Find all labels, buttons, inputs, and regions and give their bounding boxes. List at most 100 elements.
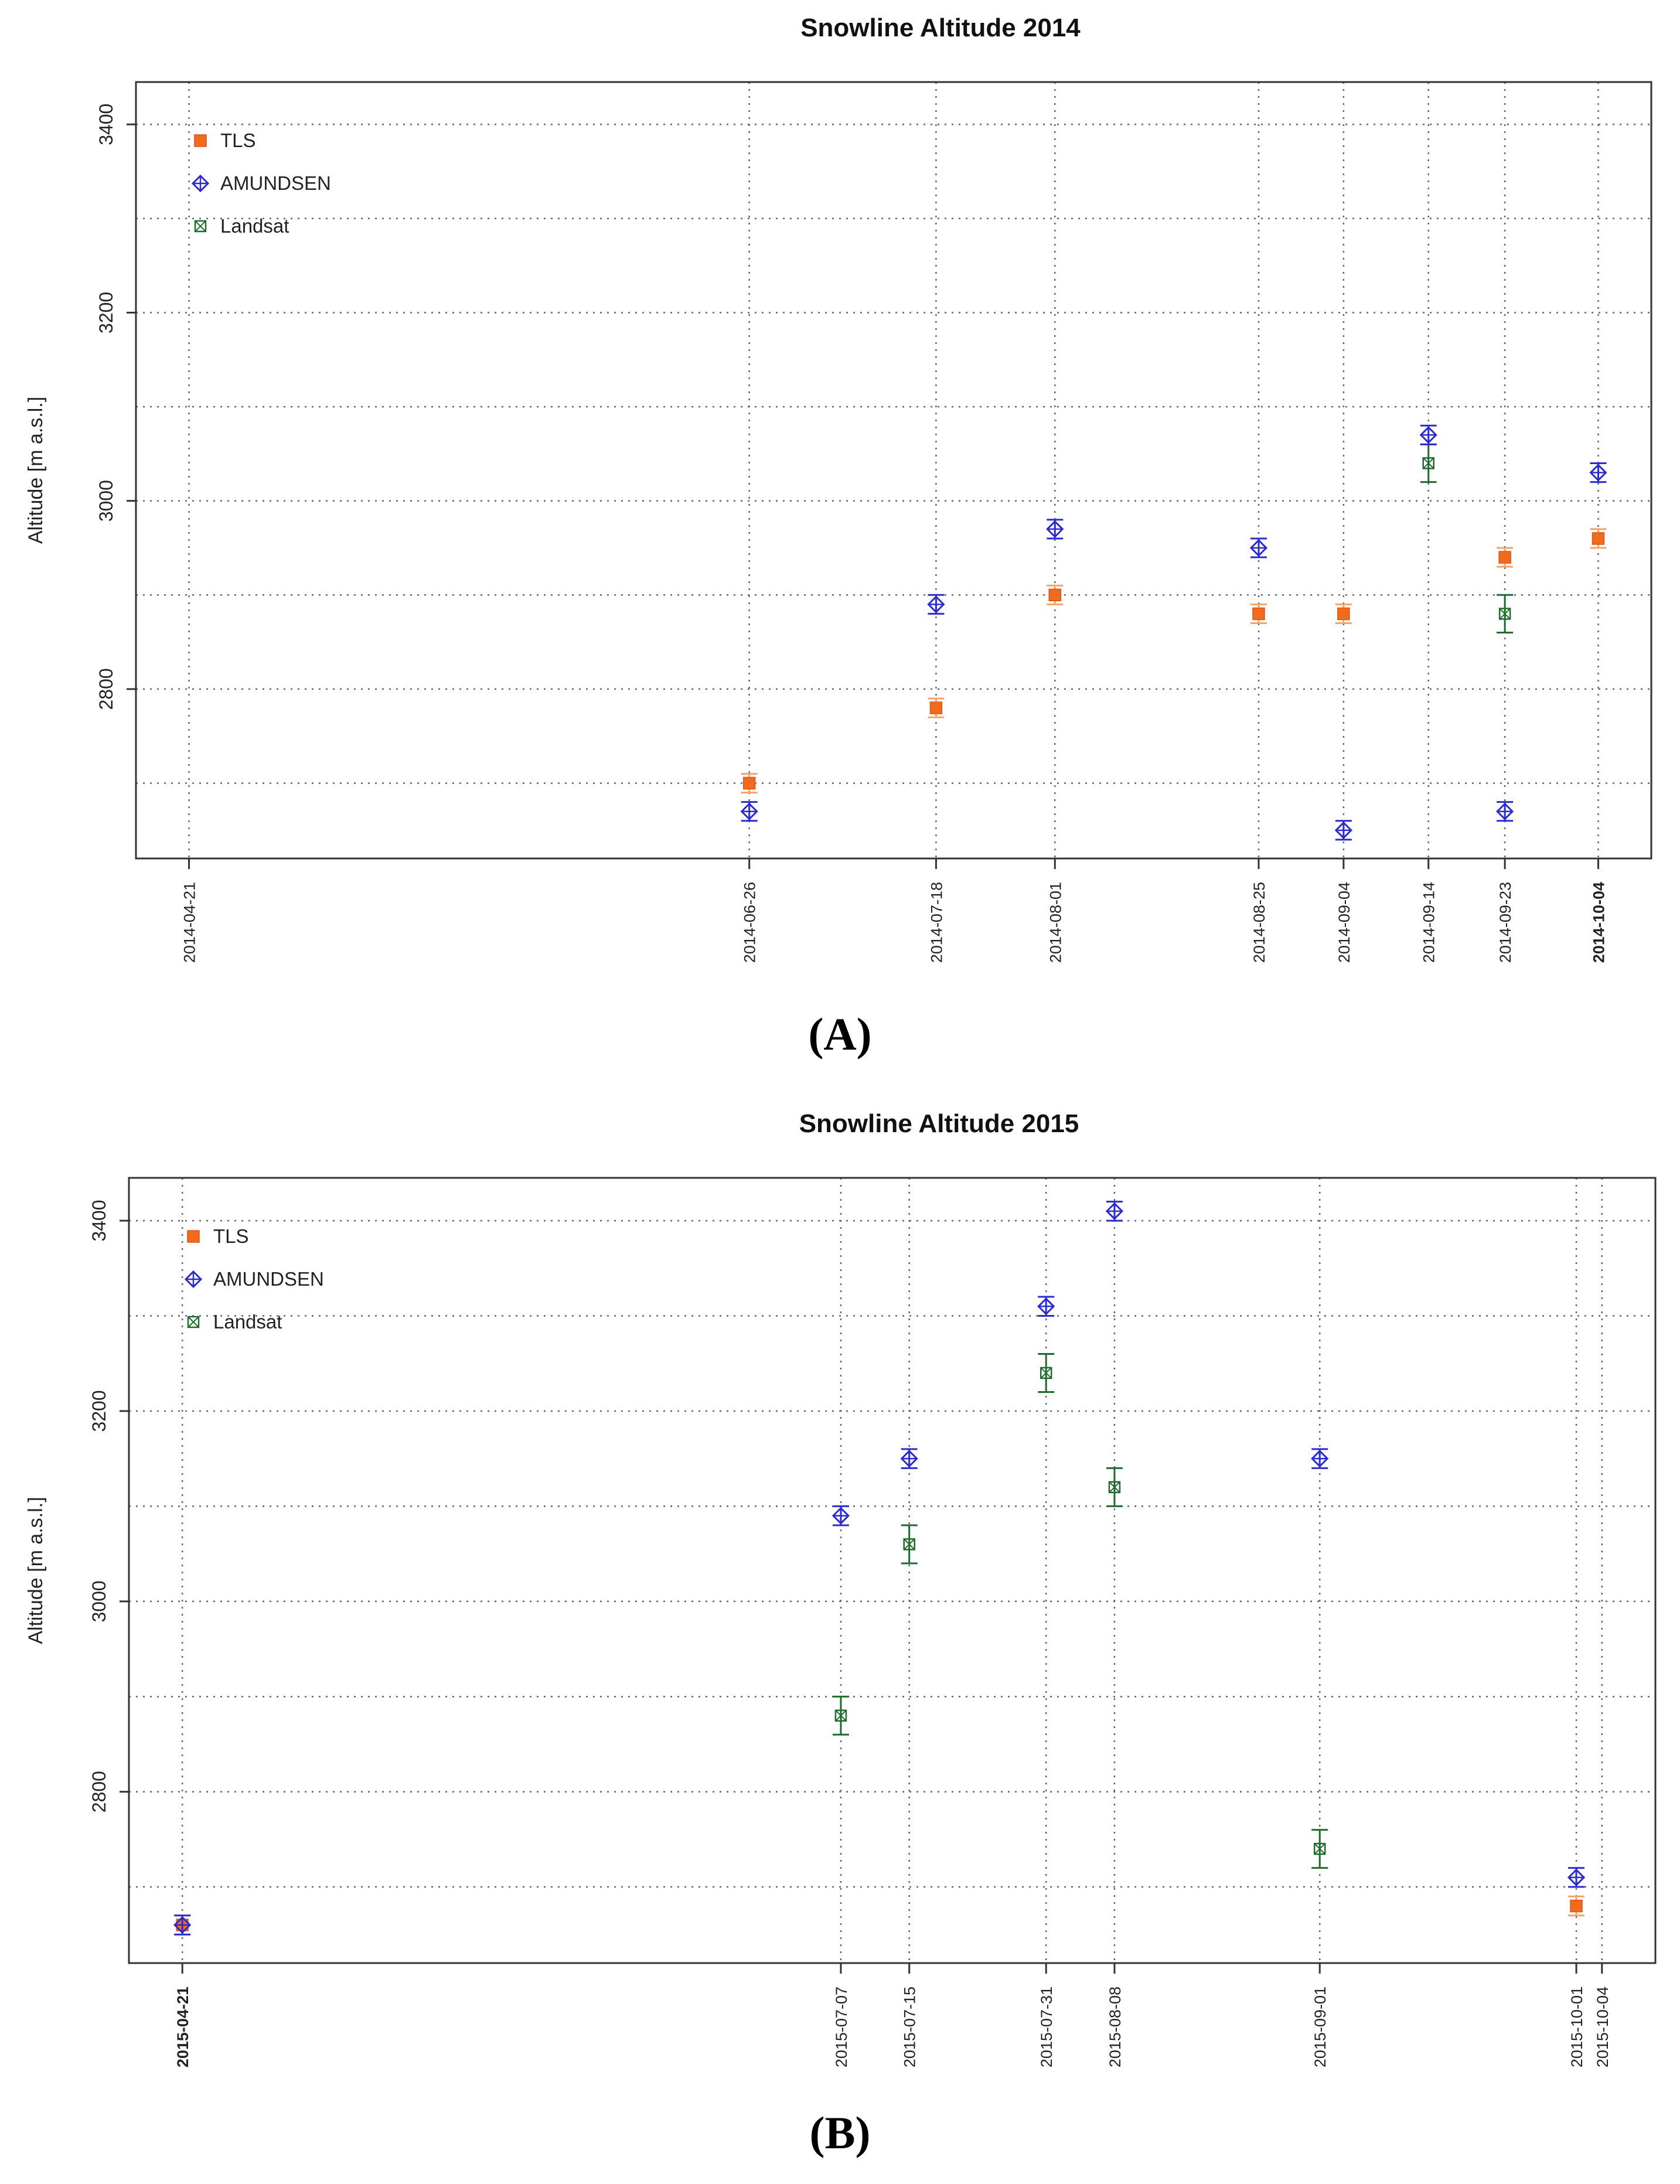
- tls-marker: [1337, 607, 1350, 621]
- chart-title: Snowline Altitude 2014: [800, 13, 1081, 42]
- x-tick-label: 2015-08-08: [1106, 1987, 1124, 2067]
- x-tick-label: 2015-07-07: [833, 1987, 850, 2067]
- tls-point: [928, 697, 945, 718]
- amundsen-point: [1419, 424, 1437, 445]
- landsat-marker-d2: [1499, 608, 1511, 620]
- x-tick-label: 2014-08-01: [1047, 882, 1064, 963]
- landsat-point: [1497, 594, 1514, 634]
- y-tick-label: 3400: [96, 104, 117, 145]
- panel-caption-a: (A): [808, 1008, 872, 1059]
- amundsen-point: [1037, 1296, 1055, 1317]
- legend-item-amundsen: AMUNDSEN: [184, 1268, 324, 1290]
- legend-item-tls: TLS: [194, 130, 256, 151]
- tls-point: [741, 772, 758, 794]
- tls-point: [1590, 528, 1607, 549]
- landsat-marker-d2: [1040, 1367, 1052, 1379]
- tls-marker: [1570, 1899, 1583, 1913]
- landsat-marker-d2: [835, 1709, 847, 1722]
- tls-point: [1047, 584, 1064, 605]
- x-tick-label: 2015-10-01: [1568, 1987, 1586, 2067]
- amundsen-point: [832, 1505, 850, 1527]
- y-tick-label: 3400: [88, 1200, 110, 1241]
- tls-marker: [742, 776, 756, 790]
- x-tick-label: 2014-09-23: [1497, 882, 1514, 963]
- tls-marker: [929, 701, 943, 714]
- x-tick-label: 2015-07-15: [901, 1987, 919, 2067]
- legend-landsat-label: Landsat: [213, 1311, 282, 1333]
- legend-landsat-label: Landsat: [220, 215, 289, 237]
- landsat-marker: [1498, 608, 1511, 620]
- x-tick-label: 2014-07-18: [928, 882, 945, 963]
- chart-panel-a: Snowline Altitude 2014 2800 3000 3200 3400 Al…: [0, 0, 1680, 996]
- amundsen-point: [927, 594, 945, 615]
- landsat-point: [1420, 443, 1437, 483]
- amundsen-point: [1105, 1201, 1124, 1222]
- amundsen-point: [900, 1448, 918, 1469]
- landsat-marker-d2: [1314, 1843, 1325, 1855]
- amundsen-point: [1589, 462, 1607, 483]
- x-tick-label: 2015-07-31: [1038, 1987, 1055, 2067]
- amundsen-point: [1249, 537, 1268, 558]
- y-tick-label: 3200: [96, 292, 117, 333]
- amundsen-point: [1567, 1867, 1586, 1888]
- landsat-marker: [1040, 1367, 1052, 1379]
- y-tick-label: 3000: [96, 480, 117, 522]
- x-tick-label: 2015-10-04: [1594, 1987, 1611, 2067]
- x-tick-label: 2014-09-04: [1335, 882, 1353, 963]
- legend-tls-marker: [194, 134, 207, 147]
- y-tick-label: 3000: [88, 1580, 110, 1622]
- amundsen-marker: [1567, 1868, 1586, 1886]
- legend-amundsen-label: AMUNDSEN: [213, 1268, 324, 1290]
- landsat-marker-d2: [903, 1538, 915, 1551]
- amundsen-point: [740, 801, 758, 822]
- chart-title: Snowline Altitude 2015: [799, 1109, 1079, 1138]
- chart-b: Snowline Altitude 2015 2800 3000 3200 3400 Al…: [25, 1109, 1657, 2067]
- legend-item-landsat: Landsat: [187, 1311, 282, 1333]
- amundsen-point: [173, 1914, 192, 1936]
- legend-landsat-marker-d2: [195, 220, 206, 232]
- landsat-marker: [1313, 1842, 1326, 1855]
- legend-tls-marker: [187, 1230, 200, 1243]
- landsat-marker: [1108, 1481, 1121, 1494]
- landsat-marker-d2: [1109, 1481, 1120, 1493]
- legend-item-amundsen: AMUNDSEN: [191, 172, 331, 194]
- y-axis-label: Altitude [m a.s.l.]: [25, 397, 47, 544]
- chart-panel-b: Snowline Altitude 2015 2800 3000 3200 3400 Al…: [0, 1096, 1680, 2092]
- panel-caption-b: (B): [809, 2107, 871, 2158]
- x-tick-label: 2015-09-01: [1311, 1987, 1329, 2067]
- tls-marker: [1592, 532, 1605, 545]
- x-tick-label: 2014-06-26: [741, 882, 759, 963]
- tls-marker: [1048, 588, 1062, 602]
- y-tick-label: 3200: [88, 1390, 110, 1432]
- amundsen-point: [1496, 801, 1514, 822]
- legend-item-tls: TLS: [187, 1225, 249, 1247]
- landsat-marker: [903, 1538, 915, 1551]
- legend-item-landsat: Landsat: [194, 215, 289, 237]
- plot-frame: [128, 1177, 1657, 1964]
- landsat-point: [1038, 1352, 1055, 1393]
- landsat-point: [901, 1524, 918, 1565]
- x-tick-label: 2014-04-21: [181, 882, 199, 963]
- y-axis-label: Altitude [m a.s.l.]: [25, 1497, 47, 1644]
- tls-marker: [1498, 551, 1511, 564]
- legend-landsat-marker-d2: [188, 1316, 199, 1328]
- landsat-point: [832, 1695, 849, 1736]
- amundsen-point: [1311, 1448, 1329, 1469]
- chart-a: Snowline Altitude 2014 2800 3000 3200 3400 Al…: [25, 13, 1652, 963]
- legend-amundsen-label: AMUNDSEN: [220, 172, 331, 194]
- landsat-point: [1311, 1829, 1328, 1869]
- tls-point: [1250, 603, 1267, 624]
- legend-landsat-marker: [187, 1316, 200, 1328]
- amundsen-point: [1046, 519, 1064, 540]
- tls-point: [1568, 1895, 1585, 1917]
- tls-point: [1335, 603, 1352, 624]
- landsat-marker-d2: [1423, 457, 1434, 469]
- y-tick-label: 2800: [96, 668, 117, 710]
- plot-frame: [135, 81, 1652, 860]
- legend-landsat-marker: [194, 220, 207, 233]
- amundsen-point: [1334, 820, 1352, 841]
- legend-tls-label: TLS: [213, 1225, 249, 1247]
- x-tick-label: 2014-08-25: [1250, 882, 1268, 963]
- landsat-point: [1106, 1467, 1123, 1507]
- tls-point: [1497, 547, 1514, 568]
